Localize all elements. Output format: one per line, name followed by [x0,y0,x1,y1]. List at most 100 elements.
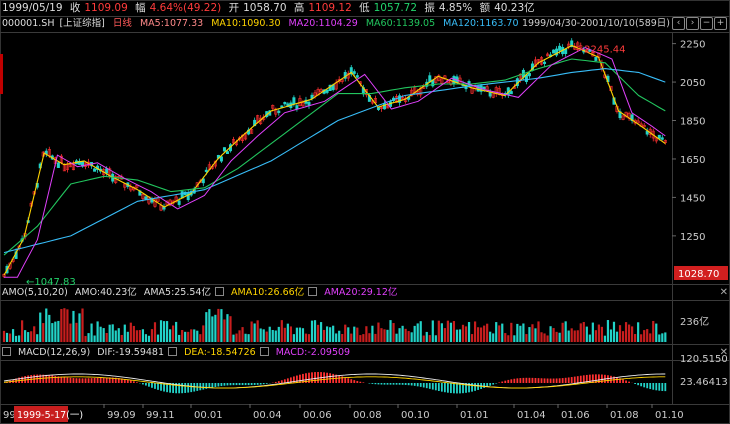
series-line-ma120 [3,68,666,254]
amo-bar [141,329,145,342]
prev-icon[interactable]: ‹ [672,17,685,30]
macd-bar [428,383,431,389]
amo-bar [434,335,437,342]
amo-bar [307,334,311,342]
amo-bar [11,329,15,342]
macd-bar [57,376,60,383]
amo-bar [473,321,477,342]
candle-body [543,61,547,64]
dea-line [3,376,666,389]
candle-body [283,102,287,105]
macd-bar [347,378,350,383]
macd-bar [585,374,588,383]
macd-bar [244,383,247,386]
candle-body [325,89,329,93]
amo-bar [558,332,561,342]
macd-bar [217,383,220,387]
macd-bar [419,383,422,387]
amo-bar [39,312,42,342]
macd-bar [431,383,434,390]
candle-body [579,45,583,49]
low-value: 1057.72 [373,2,418,14]
macd-settings-icon[interactable] [2,347,11,356]
macd-bar [120,378,123,383]
amo-bar [168,329,172,342]
amo-bar [66,309,69,342]
candle-body [102,169,106,176]
amo-bar [383,329,386,342]
amo-bar [36,334,39,342]
macd-bar [60,376,63,383]
amo-bar [332,325,335,342]
amo-bar [374,333,377,342]
plus-icon[interactable]: + [714,17,727,30]
macd-bar [277,381,280,383]
macd-bar [205,383,208,389]
macd-bar [229,383,232,386]
amo-bar [486,323,489,342]
amo-close-icon[interactable]: ✕ [719,287,728,298]
amo-bar [498,325,501,342]
candle-body [509,91,513,95]
amo-bar [631,326,634,342]
macd-bar [241,383,244,386]
macd-title[interactable]: MACD(12,26,9) [18,347,91,358]
amo-bar [564,321,567,342]
macd-bar [48,375,51,383]
amo-title[interactable]: AMO(5,10,20) [2,287,68,298]
macd-bar [187,383,190,393]
macd-bar [190,383,193,393]
macd-bar [534,377,537,383]
ama5-swatch-icon [214,287,224,296]
macd-close-icon[interactable]: ✕ [719,347,728,358]
next-icon[interactable]: › [686,17,699,30]
amo-bar [8,333,12,342]
macd-bar [259,383,262,385]
close-value: 1109.09 [84,2,128,14]
amount-value: 40.23亿 [494,2,535,14]
amo-bar [546,335,549,342]
macd-bar [114,377,117,383]
candle-body [491,93,495,98]
macd-bar [588,374,591,383]
amo-bar [570,328,573,342]
amo-bar [138,330,141,342]
candle-body [105,168,109,174]
macd-bar [525,377,528,383]
amo-bar [549,326,552,342]
amo-bar [437,320,440,342]
x-tick-label: 01.08 [610,410,639,421]
amo-bar [223,319,226,342]
amo-bar [135,330,138,342]
amo-bar [455,329,459,342]
candle-body [533,59,537,68]
amo-bar [422,335,425,342]
macd-bar [540,378,543,383]
macd-bar [145,383,147,386]
amo-bar [75,322,78,342]
macd-bar [531,377,534,383]
period-label[interactable]: 日线 [112,18,132,29]
amo-bar [401,325,404,342]
candle-body [319,89,323,92]
candle-body [585,49,589,52]
amo-bar [105,332,108,342]
amo-bar [24,330,27,342]
amo-bar [522,323,525,342]
amo-bar [540,332,543,342]
minus-icon[interactable]: − [700,17,713,30]
macd-bar [576,376,579,383]
amo-bar [63,308,66,342]
macd-bar [377,383,380,385]
macd-bar [208,383,211,389]
macd-bar [90,378,93,383]
macd-bar [582,375,585,383]
candle-body [379,106,383,109]
macd-axis-top: 120.5150 [680,354,728,365]
macd-bar [625,380,627,383]
amo-bar [612,321,616,342]
macd-bar [99,377,102,383]
change-label: 幅 [135,2,146,14]
amo-bar [304,333,308,342]
